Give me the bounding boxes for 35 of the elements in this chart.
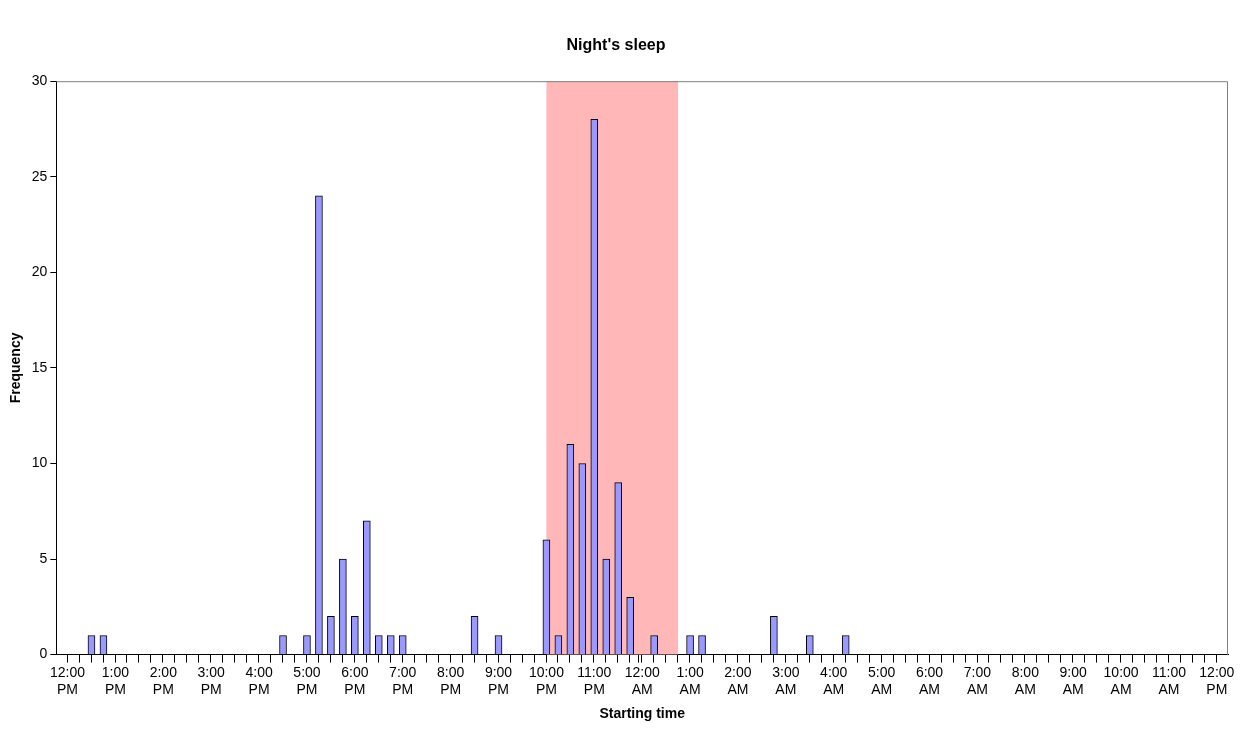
x-tick-label: 4:00 AM — [820, 663, 848, 697]
x-tick-label: 4:00 PM — [245, 663, 273, 697]
x-tick-label: 11:00 AM — [1151, 663, 1187, 697]
x-tick-label: 2:00 AM — [724, 663, 752, 697]
y-tick-label: 30 — [31, 72, 48, 89]
x-tick-label: 6:00 AM — [915, 663, 944, 697]
y-tick-label: 15 — [31, 358, 48, 375]
x-tick-label: 3:00 AM — [772, 663, 800, 697]
x-tick-label: 1:00 PM — [101, 663, 130, 697]
x-tick-label: 1:00 AM — [676, 663, 704, 697]
x-tick-label: 8:00 AM — [1011, 663, 1040, 697]
x-tick-label: 2:00 PM — [149, 663, 178, 697]
x-tick-label: 8:00 PM — [437, 663, 465, 697]
x-tick-label: 7:00 AM — [963, 663, 992, 697]
x-tick-label: 7:00 PM — [389, 663, 417, 697]
x-tick-label: 5:00 PM — [293, 663, 321, 697]
y-tick-label: 25 — [31, 167, 48, 184]
chart-title: Night's sleep — [566, 36, 666, 54]
x-tick-label: 6:00 PM — [341, 663, 369, 697]
x-tick-label: 3:00 PM — [197, 663, 226, 697]
x-tick-label: 10:00 PM — [528, 663, 565, 697]
y-axis-title: Frequency — [7, 332, 24, 404]
x-tick-label: 9:00 PM — [484, 663, 513, 697]
y-tick-label: 0 — [39, 645, 48, 662]
x-tick-label: 9:00 AM — [1059, 663, 1088, 697]
x-tick-label: 12:00 PM — [50, 663, 86, 697]
y-tick-label: 5 — [39, 549, 48, 566]
x-tick-label: 10:00 AM — [1103, 663, 1139, 697]
y-tick-label: 20 — [31, 263, 48, 280]
y-tick-label: 10 — [31, 454, 48, 471]
x-axis-title: Starting time — [599, 705, 686, 722]
x-tick-label: 12:00 AM — [624, 663, 660, 697]
x-tick-label: 5:00 AM — [868, 663, 896, 697]
x-tick-label: 12:00 PM — [1199, 663, 1235, 697]
x-tick-label: 11:00 PM — [577, 663, 612, 697]
